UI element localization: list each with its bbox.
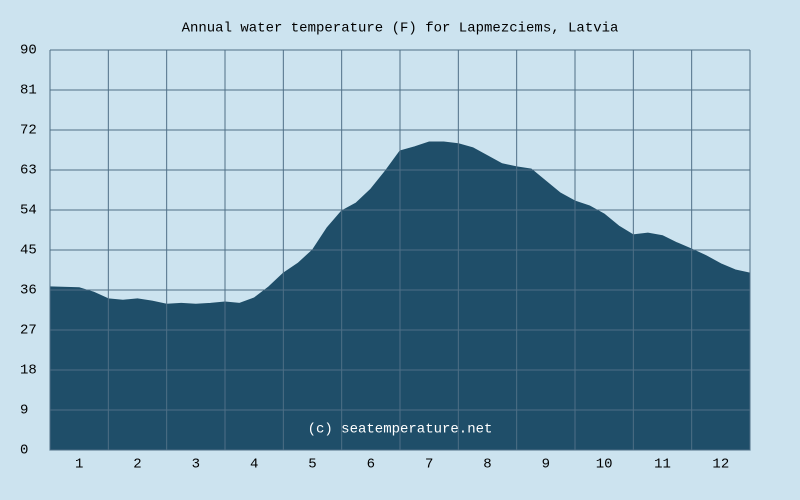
y-tick-label: 63 xyxy=(20,163,37,179)
y-tick-label: 90 xyxy=(20,43,37,59)
y-tick-label: 18 xyxy=(20,363,37,379)
y-tick-label: 45 xyxy=(20,243,37,259)
y-tick-label: 54 xyxy=(20,203,37,219)
y-tick-label: 72 xyxy=(20,123,37,139)
x-tick-label: 4 xyxy=(250,457,258,473)
x-tick-label: 12 xyxy=(712,457,729,473)
watermark: (c) seatemperature.net xyxy=(308,422,493,438)
x-tick-label: 6 xyxy=(367,457,375,473)
x-tick-label: 3 xyxy=(192,457,200,473)
x-tick-label: 11 xyxy=(654,457,671,473)
y-tick-label: 9 xyxy=(20,403,28,419)
y-tick-label: 81 xyxy=(20,83,37,99)
y-tick-label: 27 xyxy=(20,323,37,339)
x-tick-label: 1 xyxy=(75,457,83,473)
x-tick-label: 5 xyxy=(308,457,316,473)
x-tick-label: 9 xyxy=(542,457,550,473)
x-tick-label: 2 xyxy=(133,457,141,473)
x-tick-label: 8 xyxy=(483,457,491,473)
x-tick-label: 10 xyxy=(596,457,613,473)
chart-title: Annual water temperature (F) for Lapmezc… xyxy=(182,21,619,37)
y-tick-label: 0 xyxy=(20,443,28,459)
x-tick-label: 7 xyxy=(425,457,433,473)
y-tick-label: 36 xyxy=(20,283,37,299)
